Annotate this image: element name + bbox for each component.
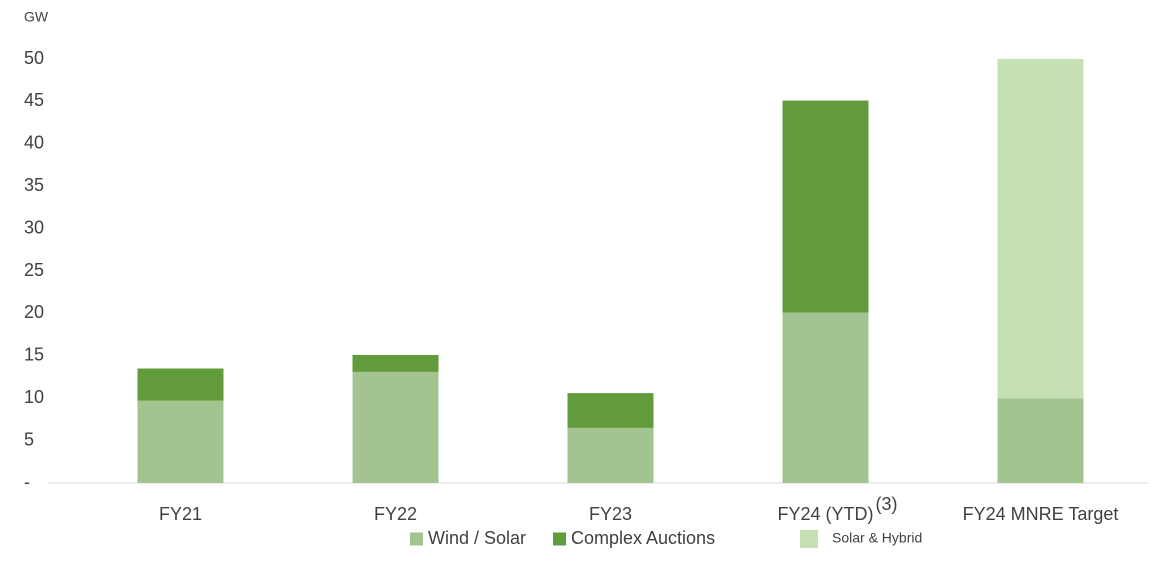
bar-segment xyxy=(352,354,439,372)
x-tick-label: FY22 xyxy=(374,504,417,524)
x-tick-label: FY24 MNRE Target xyxy=(963,504,1119,524)
legend-swatch xyxy=(410,532,423,546)
bar-segment xyxy=(997,398,1084,483)
bar-segment xyxy=(137,400,224,483)
annotation: (3) xyxy=(876,494,898,514)
bar-segment xyxy=(997,59,1084,399)
bar-segment xyxy=(137,368,224,401)
y-tick-label: 25 xyxy=(24,260,44,280)
legend-label: Wind / Solar xyxy=(428,528,526,548)
x-tick-label: FY24 (YTD) xyxy=(777,504,873,524)
legend-label: Complex Auctions xyxy=(571,528,715,548)
y-tick-label: 40 xyxy=(24,133,44,153)
y-tick-label: 20 xyxy=(24,302,44,322)
y-tick-label: 5 xyxy=(24,429,34,449)
x-tick-label: FY21 xyxy=(159,504,202,524)
bar-segment xyxy=(782,312,869,483)
legend-swatch xyxy=(800,530,818,548)
legend-label: Solar & Hybrid xyxy=(832,530,922,546)
bar-segment xyxy=(567,427,654,483)
y-tick-label: - xyxy=(24,472,30,492)
y-tick-label: 35 xyxy=(24,175,44,195)
legend-swatch xyxy=(553,532,566,546)
y-tick-label: 15 xyxy=(24,345,44,365)
y-tick-label: 50 xyxy=(24,48,44,68)
bar-segment xyxy=(567,393,654,428)
y-tick-label: 30 xyxy=(24,217,44,237)
y-tick-label: 10 xyxy=(24,387,44,407)
y-axis-label: GW xyxy=(24,9,49,25)
y-tick-label: 45 xyxy=(24,90,44,110)
bar-segment xyxy=(782,100,869,313)
x-tick-label: FY23 xyxy=(589,504,632,524)
bar-segment xyxy=(352,371,439,483)
